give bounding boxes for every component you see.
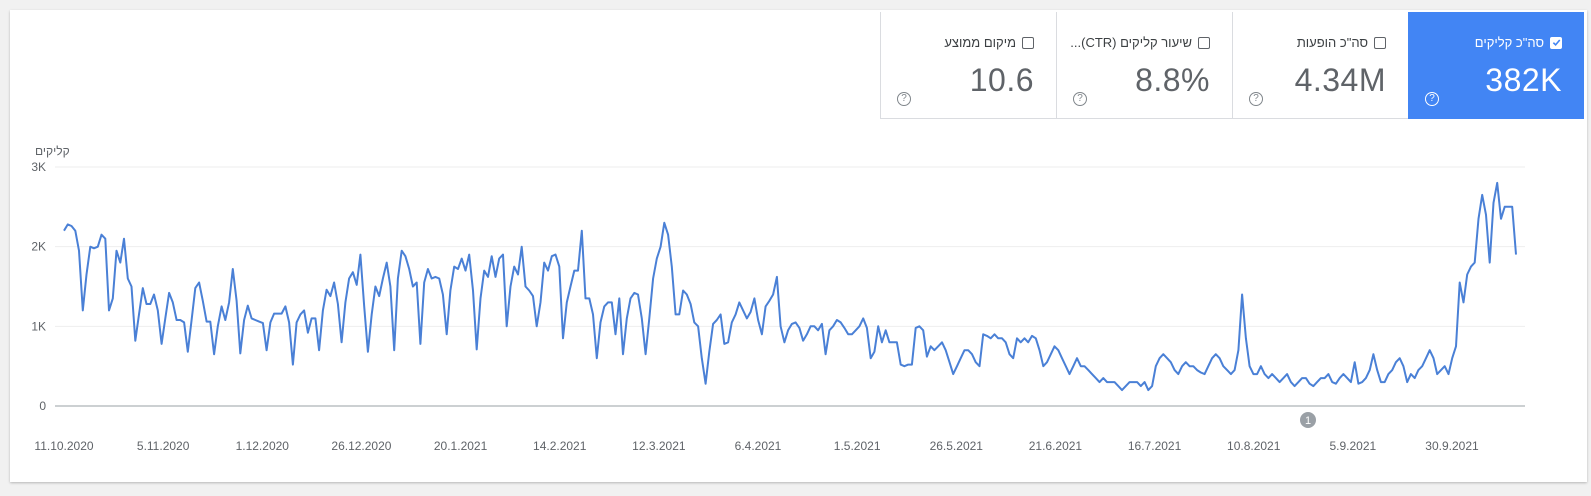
x-tick-label: 14.2.2021 — [533, 439, 587, 453]
metric-label-row: מיקום ממוצע — [944, 35, 1034, 50]
metric-label-row: סה"כ קליקים — [1475, 35, 1562, 50]
metric-label: שיעור קליקים (CTR)... — [1070, 35, 1192, 50]
checkbox-icon[interactable] — [1198, 36, 1210, 49]
x-tick-label: 20.1.2021 — [434, 439, 488, 453]
x-tick-label: 6.4.2021 — [735, 439, 782, 453]
metric-value: 10.6 — [969, 62, 1034, 98]
checkbox-checked-icon[interactable] — [1550, 36, 1562, 49]
grid-lines — [55, 166, 1525, 407]
x-tick-label: 30.9.2021 — [1425, 439, 1479, 453]
performance-card: סה"כ קליקים 382K ? סה"כ הופעות 4.34M ? ש… — [10, 10, 1587, 482]
x-tick-label: 11.10.2020 — [34, 439, 93, 453]
series-line[interactable] — [63, 181, 1517, 392]
metric-tiles: סה"כ קליקים 382K ? סה"כ הופעות 4.34M ? ש… — [880, 12, 1584, 119]
help-icon[interactable]: ? — [1073, 92, 1087, 106]
x-tick-label: 5.11.2020 — [137, 439, 190, 453]
x-tick-label: 12.3.2021 — [632, 439, 686, 453]
x-tick-label: 1.5.2021 — [834, 439, 881, 453]
metric-total-clicks[interactable]: סה"כ קליקים 382K ? — [1408, 12, 1584, 119]
checkbox-icon[interactable] — [1374, 36, 1386, 49]
metric-value: 382K — [1485, 62, 1562, 98]
x-tick-label: 5.9.2021 — [1329, 439, 1376, 453]
y-tick-label: 1K — [31, 319, 46, 333]
metric-label: סה"כ הופעות — [1296, 35, 1368, 50]
help-icon[interactable]: ? — [1249, 92, 1263, 106]
y-tick-label: 2K — [31, 240, 46, 254]
checkbox-icon[interactable] — [1022, 36, 1034, 49]
x-tick-label: 16.7.2021 — [1128, 439, 1182, 453]
annotation-badge: 1 — [1305, 415, 1311, 427]
metric-label-row: סה"כ הופעות — [1297, 35, 1386, 50]
annotation-marker[interactable]: 1 — [1300, 412, 1316, 428]
metric-average-position[interactable]: מיקום ממוצע 10.6 ? — [880, 12, 1056, 119]
y-tick-label: 0 — [39, 399, 46, 413]
metric-label: סה"כ קליקים — [1474, 35, 1544, 50]
metric-ctr[interactable]: שיעור קליקים (CTR)... 8.8% ? — [1056, 12, 1232, 119]
metric-label: מיקום ממוצע — [944, 35, 1016, 50]
metric-value: 4.34M — [1294, 62, 1386, 98]
y-axis-ticks: 0 1K 2K 3K — [31, 160, 46, 413]
x-tick-label: 1.12.2020 — [236, 439, 290, 453]
y-tick-label: 3K — [31, 160, 46, 174]
clicks-line-chart: קליקים 0 1K 2K 3K 11.10.2020 5.11.2020 1.12.2… — [31, 144, 1525, 453]
x-tick-label: 10.8.2021 — [1227, 439, 1281, 453]
help-icon[interactable]: ? — [1425, 92, 1439, 106]
metric-label-row: שיעור קליקים (CTR)... — [1070, 35, 1210, 50]
x-axis-ticks: 11.10.2020 5.11.2020 1.12.2020 26.12.2020 20… — [34, 439, 1479, 453]
x-tick-label: 26.5.2021 — [930, 439, 984, 453]
metric-value: 8.8% — [1135, 62, 1210, 98]
x-tick-label: 26.12.2020 — [331, 439, 391, 453]
x-tick-label: 21.6.2021 — [1029, 439, 1083, 453]
help-icon[interactable]: ? — [897, 92, 911, 106]
metric-total-impressions[interactable]: סה"כ הופעות 4.34M ? — [1232, 12, 1408, 119]
y-axis-label: קליקים — [35, 144, 70, 158]
